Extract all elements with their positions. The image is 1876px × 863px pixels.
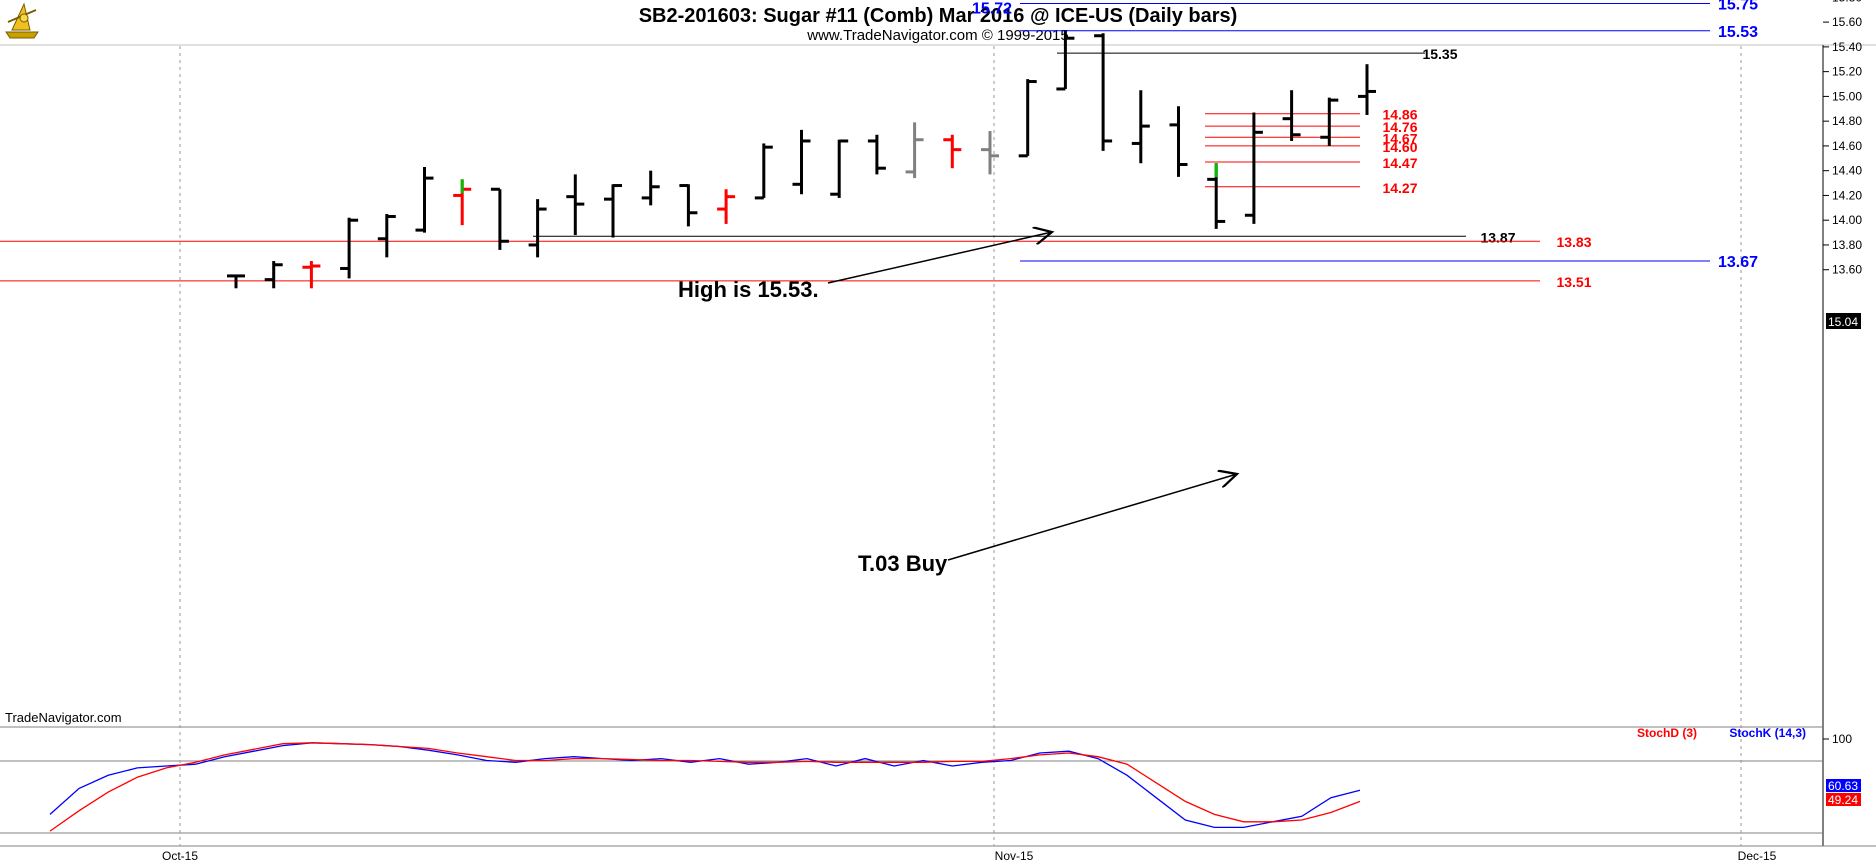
last-price-badge (1826, 313, 1861, 329)
ohlc-bar (1056, 30, 1075, 91)
level-label: 14.86 (1382, 107, 1417, 123)
price-tick-label: 15.20 (1832, 65, 1862, 79)
ohlc-bar (1358, 64, 1376, 115)
level-label: 14.27 (1382, 180, 1417, 196)
ohlc-bar (1094, 33, 1113, 151)
ohlc-bar (604, 184, 622, 238)
level-label: 13.83 (1556, 234, 1591, 250)
level-label: 14.76 (1382, 119, 1417, 135)
price-tick-label: 14.20 (1832, 188, 1862, 202)
level-label: 15.53 (1718, 24, 1758, 41)
ohlc-bar (943, 134, 962, 169)
price-tick-label: 13.60 (1832, 263, 1862, 277)
ohlc-bar (377, 214, 396, 258)
level-label: 15.75 (1718, 0, 1758, 14)
price-tick-label: 15.40 (1832, 40, 1862, 54)
ohlc-bar (717, 189, 736, 224)
ohlc-bar (227, 274, 245, 289)
price-tick-label: 15.60 (1832, 15, 1862, 29)
ohlc-bar (1282, 90, 1301, 141)
month-gridlines (179, 46, 1742, 846)
price-tick-label: 14.40 (1832, 164, 1862, 178)
high-annotation-text: High is 15.53. (678, 277, 819, 302)
level-label: 15.72 (972, 0, 1012, 17)
price-tick-label: 14.60 (1832, 139, 1862, 153)
ohlc-bar (415, 166, 434, 233)
level-label: 14.67 (1382, 130, 1417, 146)
stoch-d-legend: StochD (3) (1637, 726, 1697, 740)
x-label-dec: Dec-15 (1738, 849, 1777, 863)
stoch-100-label: 100 (1832, 732, 1852, 746)
stoch-series-line (49, 742, 1361, 829)
price-tick-label: 15.00 (1832, 89, 1862, 103)
ohlc-bar (754, 143, 773, 200)
ohlc-bar (453, 179, 472, 226)
watermark-text: TradeNavigator.com (5, 710, 122, 725)
ohlc-bars (227, 30, 1376, 289)
level-label: 13.67 (1718, 254, 1758, 271)
ohlc-bar (302, 261, 321, 289)
ohlc-bar (1169, 106, 1188, 177)
stochastic-panel (49, 742, 1361, 832)
x-label-nov: Nov-15 (995, 849, 1034, 863)
price-tick-label: 14.00 (1832, 213, 1862, 227)
chart-title: SB2-201603: Sugar #11 (Comb) Mar 2016 @ … (639, 5, 1238, 27)
price-tick-label: 13.80 (1832, 238, 1862, 252)
ohlc-bar (1018, 79, 1037, 158)
price-tick-label: 15.80 (1832, 0, 1862, 4)
level-label: 14.60 (1382, 139, 1417, 155)
chart-subtitle: www.TradeNavigator.com © 1999-2015 (806, 27, 1068, 44)
last-price-value: 15.04 (1828, 315, 1858, 329)
trade-navigator-logo-icon (5, 2, 39, 39)
ohlc-bar (867, 134, 886, 175)
price-axis: 13.60 13.80 14.00 14.20 14.40 14.60 14.80 15.00… (1823, 0, 1862, 277)
ohlc-bar (905, 122, 924, 179)
stoch-d-last-badge (1826, 793, 1861, 806)
ohlc-bar (792, 129, 811, 195)
level-label: 14.47 (1382, 155, 1417, 171)
ohlc-bar (679, 184, 698, 227)
buy-annotation-text: T.03 Buy (858, 551, 948, 576)
level-label: 13.87 (1480, 229, 1515, 245)
ohlc-bar (566, 174, 585, 236)
stoch-k-last-badge (1826, 779, 1861, 792)
ohlc-bar (1207, 163, 1226, 229)
stoch-k-legend: StochK (14,3) (1729, 726, 1806, 740)
ohlc-bar (340, 217, 359, 279)
ohlc-bar (981, 131, 999, 175)
price-tick-label: 14.80 (1832, 114, 1862, 128)
high-annotation-arrow (827, 232, 1052, 284)
ohlc-bar (830, 139, 849, 198)
level-label: 15.35 (1422, 46, 1457, 62)
ohlc-bar (1244, 112, 1263, 224)
stoch-d-last-value: 49.24 (1828, 793, 1858, 807)
ohlc-bar (490, 187, 509, 250)
ohlc-bar (1320, 97, 1339, 146)
ohlc-bar (1131, 90, 1150, 164)
level-label: 13.51 (1556, 274, 1591, 290)
ohlc-bar (264, 261, 283, 289)
stoch-k-last-value: 60.63 (1828, 779, 1858, 793)
buy-annotation-arrow (947, 474, 1237, 561)
x-label-oct: Oct-15 (162, 849, 198, 863)
ohlc-bar (528, 199, 547, 258)
level-lines: 16.0815.7515.7215.5315.3514.8614.7614.67… (0, 0, 1758, 290)
stoch-series-line (49, 742, 1361, 832)
ohlc-bar (641, 170, 660, 206)
